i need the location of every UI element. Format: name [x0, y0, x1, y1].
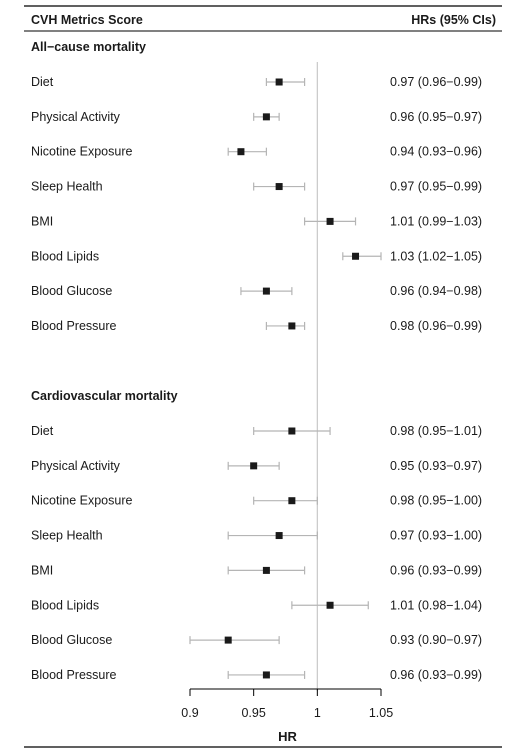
hr-ci-text: 0.96 (0.94−0.98) — [390, 284, 482, 298]
forest-row: Blood Glucose 0.93 (0.90−0.97) — [31, 633, 482, 647]
forest-row: BMI 1.01 (0.99−1.03) — [31, 214, 482, 228]
hr-ci-text: 0.97 (0.93−1.00) — [390, 529, 482, 543]
hr-ci-text: 0.96 (0.93−0.99) — [390, 563, 482, 577]
hr-ci-text: 0.96 (0.95−0.97) — [390, 110, 482, 124]
hr-point — [262, 287, 270, 295]
hr-ci-text: 1.01 (0.99−1.03) — [390, 214, 482, 228]
hr-point — [237, 148, 245, 156]
x-tick-label: 0.9 — [181, 706, 198, 720]
hr-ci-text: 0.96 (0.93−0.99) — [390, 668, 482, 682]
row-label: Nicotine Exposure — [31, 494, 132, 508]
x-axis-label: HR — [278, 729, 297, 744]
row-label: Diet — [31, 424, 54, 438]
x-tick-label: 1 — [314, 706, 321, 720]
forest-row: BMI 0.96 (0.93−0.99) — [31, 563, 482, 577]
hr-point — [288, 497, 296, 505]
hr-point — [262, 113, 270, 121]
forest-row: Sleep Health 0.97 (0.95−0.99) — [31, 180, 482, 194]
row-label: Blood Glucose — [31, 633, 112, 647]
rows-layer: All−cause mortality Diet 0.97 (0.96−0.99) P… — [31, 40, 482, 682]
hr-ci-text: 1.03 (1.02−1.05) — [390, 249, 482, 263]
forest-row: Sleep Health 0.97 (0.93−1.00) — [31, 529, 482, 543]
row-label: Physical Activity — [31, 459, 121, 473]
row-label: Blood Glucose — [31, 284, 112, 298]
row-label: Diet — [31, 75, 54, 89]
hr-point — [224, 636, 232, 644]
row-label: Sleep Health — [31, 529, 103, 543]
forest-row: Diet 0.98 (0.95−1.01) — [31, 424, 482, 438]
row-label: BMI — [31, 563, 53, 577]
forest-row: Nicotine Exposure 0.98 (0.95−1.00) — [31, 494, 482, 508]
hr-point — [352, 252, 360, 260]
hr-point — [326, 217, 334, 225]
hr-point — [326, 601, 334, 609]
forest-row: Blood Lipids 1.01 (0.98−1.04) — [31, 598, 482, 612]
forest-row: Nicotine Exposure 0.94 (0.93−0.96) — [31, 145, 482, 159]
hr-ci-text: 0.93 (0.90−0.97) — [390, 633, 482, 647]
row-label: Blood Lipids — [31, 249, 99, 263]
hr-point — [262, 671, 270, 679]
hr-ci-text: 0.97 (0.95−0.99) — [390, 180, 482, 194]
hr-ci-text: 0.98 (0.95−1.00) — [390, 494, 482, 508]
hr-ci-text: 0.98 (0.95−1.01) — [390, 424, 482, 438]
hr-ci-text: 0.95 (0.93−0.97) — [390, 459, 482, 473]
row-label: Blood Lipids — [31, 598, 99, 612]
forest-row: Blood Pressure 0.96 (0.93−0.99) — [31, 668, 482, 682]
row-label: Physical Activity — [31, 110, 121, 124]
forest-row: Blood Pressure 0.98 (0.96−0.99) — [31, 319, 482, 333]
x-tick-label: 0.95 — [241, 706, 265, 720]
row-label: BMI — [31, 214, 53, 228]
hr-ci-text: 0.94 (0.93−0.96) — [390, 145, 482, 159]
group-title: All−cause mortality — [31, 40, 146, 54]
hr-point — [250, 462, 258, 470]
row-label: Blood Pressure — [31, 668, 117, 682]
hr-ci-text: 1.01 (0.98−1.04) — [390, 598, 482, 612]
row-label: Nicotine Exposure — [31, 145, 132, 159]
row-label: Sleep Health — [31, 180, 103, 194]
hr-point — [275, 183, 283, 191]
hr-point — [288, 427, 296, 435]
forest-row: Physical Activity 0.95 (0.93−0.97) — [31, 459, 482, 473]
forest-row: Blood Glucose 0.96 (0.94−0.98) — [31, 284, 482, 298]
hr-ci-text: 0.98 (0.96−0.99) — [390, 319, 482, 333]
row-label: Blood Pressure — [31, 319, 117, 333]
forest-row: Diet 0.97 (0.96−0.99) — [31, 75, 482, 89]
header-right: HRs (95% CIs) — [411, 13, 496, 27]
hr-ci-text: 0.97 (0.96−0.99) — [390, 75, 482, 89]
x-axis: 0.9 0.95 1 1.05 — [181, 688, 393, 720]
forest-row: Blood Lipids 1.03 (1.02−1.05) — [31, 249, 482, 263]
x-tick-label: 1.05 — [369, 706, 393, 720]
hr-point — [275, 78, 283, 86]
hr-point — [288, 322, 296, 330]
hr-point — [262, 566, 270, 574]
forest-row: Physical Activity 0.96 (0.95−0.97) — [31, 110, 482, 124]
group-title: Cardiovascular mortality — [31, 389, 178, 403]
hr-point — [275, 532, 283, 540]
header-left: CVH Metrics Score — [31, 13, 143, 27]
